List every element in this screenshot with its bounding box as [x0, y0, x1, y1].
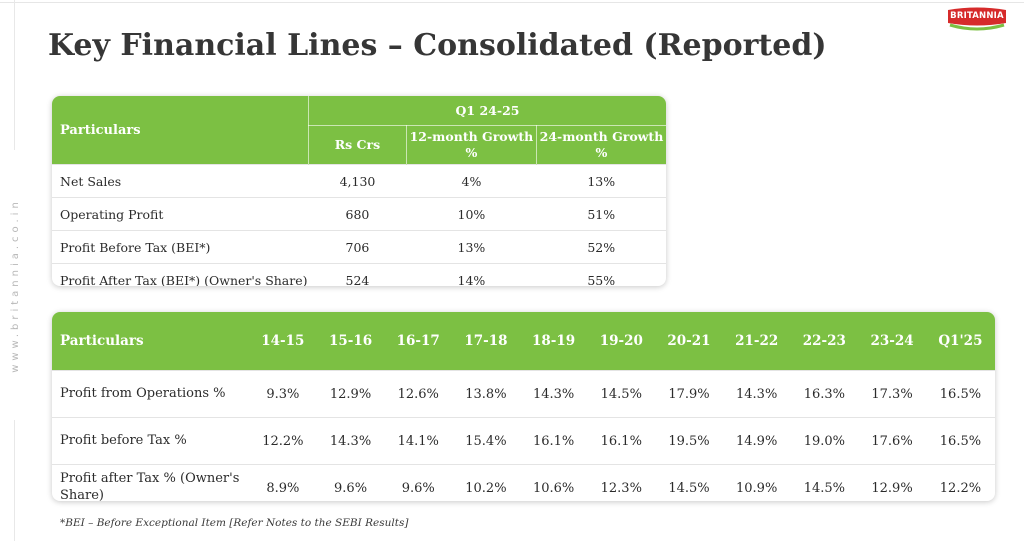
cell-value: 14.5%: [587, 370, 656, 418]
table-row: Profit after Tax % (Owner's Share) 8.9% …: [52, 464, 995, 501]
cell-value: 16.3%: [790, 370, 859, 418]
cell-value: 706: [308, 230, 407, 264]
cell-value: 13%: [406, 230, 537, 264]
logo-shape-icon: [948, 7, 1006, 31]
table1-particulars-header: Particulars: [52, 96, 310, 165]
cell-value: 14.3%: [316, 417, 385, 465]
cell-value: 52%: [536, 230, 666, 264]
year-column-header: 21-22: [735, 333, 779, 349]
row-label: Profit Before Tax (BEI*): [52, 230, 309, 264]
row-label: Profit after Tax % (Owner's Share): [52, 464, 249, 501]
cell-value: 14.9%: [722, 417, 791, 465]
britannia-logo: BRITANNIA: [944, 6, 1010, 32]
table1-col-header: Rs Crs: [308, 125, 407, 165]
year-column-header: Q1'25: [938, 333, 983, 349]
cell-value: 12.2%: [249, 417, 317, 465]
margin-trend-table-card: Particulars 14-15 15-16 16-17 17-18 18-1…: [52, 312, 995, 501]
q1-summary-table-card: Particulars Q1 24-25 Rs Crs 12-month Gro…: [52, 96, 666, 286]
table-row: Net Sales 4,130 4% 13%: [52, 164, 666, 198]
cell-value: 12.2%: [925, 464, 995, 501]
cell-value: 16.1%: [587, 417, 656, 465]
cell-value: 15.4%: [452, 417, 520, 465]
table-row: Profit from Operations % 9.3% 12.9% 12.6…: [52, 370, 995, 418]
side-website-url: www.britannia.co.in: [9, 197, 21, 373]
cell-value: 12.3%: [587, 464, 656, 501]
table-row: Profit Before Tax (BEI*) 706 13% 52%: [52, 230, 666, 264]
cell-value: 16.5%: [925, 417, 995, 465]
cell-value: 19.0%: [790, 417, 859, 465]
cell-value: 4,130: [308, 164, 407, 198]
row-label: Profit After Tax (BEI*) (Owner's Share): [52, 263, 309, 286]
row-label: Profit before Tax %: [52, 417, 249, 465]
row-label: Net Sales: [52, 164, 309, 198]
cell-value: 9.6%: [384, 464, 453, 501]
cell-value: 16.1%: [519, 417, 588, 465]
cell-value: 17.6%: [858, 417, 926, 465]
cell-value: 14.3%: [519, 370, 588, 418]
cell-value: 55%: [536, 263, 666, 286]
year-column-header: 22-23: [802, 333, 846, 349]
side-divider-top: [14, 0, 15, 150]
cell-value: 12.9%: [316, 370, 385, 418]
cell-value: 10%: [406, 197, 537, 231]
cell-value: 14%: [406, 263, 537, 286]
table1-col-header: 12-month Growth %: [406, 125, 537, 165]
margin-trend-table: Particulars 14-15 15-16 16-17 17-18 18-1…: [52, 312, 995, 501]
cell-value: 14.5%: [655, 464, 723, 501]
cell-value: 524: [308, 263, 407, 286]
table1-period-header: Q1 24-25: [308, 96, 666, 126]
cell-value: 51%: [536, 197, 666, 231]
cell-value: 12.6%: [384, 370, 453, 418]
cell-value: 17.3%: [858, 370, 926, 418]
cell-value: 9.6%: [316, 464, 385, 501]
row-label: Profit from Operations %: [52, 370, 249, 418]
q1-summary-table: Particulars Q1 24-25 Rs Crs 12-month Gro…: [52, 96, 666, 286]
cell-value: 14.1%: [384, 417, 453, 465]
year-column-header: 16-17: [396, 333, 440, 349]
cell-value: 680: [308, 197, 407, 231]
table2-header-row: Particulars 14-15 15-16 16-17 17-18 18-1…: [52, 312, 995, 371]
year-column-header: 18-19: [532, 333, 576, 349]
cell-value: 19.5%: [655, 417, 723, 465]
table1-col-header: 24-month Growth %: [539, 129, 664, 160]
cell-value: 14.3%: [722, 370, 791, 418]
cell-value: 13.8%: [452, 370, 520, 418]
cell-value: 10.6%: [519, 464, 588, 501]
cell-value: 4%: [406, 164, 537, 198]
cell-value: 16.5%: [925, 370, 995, 418]
year-column-header: 20-21: [667, 333, 711, 349]
table1-header-row-1: Particulars Q1 24-25: [52, 96, 666, 165]
year-column-header: 23-24: [870, 333, 914, 349]
cell-value: 17.9%: [655, 370, 723, 418]
year-column-header: 14-15: [261, 333, 305, 349]
table-row: Operating Profit 680 10% 51%: [52, 197, 666, 231]
year-column-header: 19-20: [599, 333, 643, 349]
year-column-header: 15-16: [328, 333, 373, 349]
table2-particulars-header: Particulars: [60, 333, 144, 349]
year-column-header: 17-18: [464, 333, 508, 349]
side-divider-bottom: [14, 420, 15, 541]
table-row: Profit before Tax % 12.2% 14.3% 14.1% 15…: [52, 417, 995, 465]
footnote: *BEI – Before Exceptional Item [Refer No…: [60, 517, 409, 529]
cell-value: 9.3%: [249, 370, 317, 418]
cell-value: 14.5%: [790, 464, 859, 501]
cell-value: 12.9%: [858, 464, 926, 501]
cell-value: 13%: [536, 164, 666, 198]
table-row: Profit After Tax (BEI*) (Owner's Share) …: [52, 263, 666, 286]
logo-text: BRITANNIA: [950, 11, 1004, 21]
cell-value: 10.2%: [452, 464, 520, 501]
row-label: Operating Profit: [52, 197, 309, 231]
top-divider: [0, 2, 1024, 3]
cell-value: 8.9%: [249, 464, 317, 501]
page-title: Key Financial Lines – Consolidated (Repo…: [48, 28, 827, 63]
cell-value: 10.9%: [722, 464, 791, 501]
